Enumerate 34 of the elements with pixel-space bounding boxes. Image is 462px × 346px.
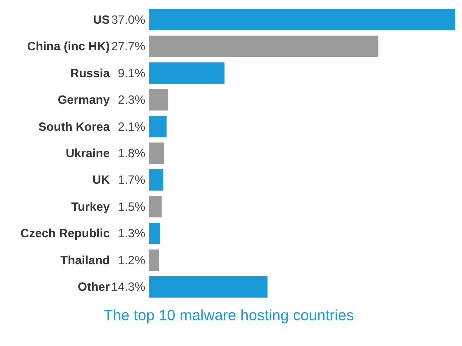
y-tick-label: Czech Republic — [20, 226, 110, 241]
y-tick-label: South Korea — [38, 120, 110, 134]
bar — [150, 9, 456, 31]
y-tick-label: China (inc HK) — [27, 40, 110, 54]
data-label: 1.2% — [118, 253, 146, 268]
data-label: 2.1% — [118, 120, 146, 134]
data-label: 14.3% — [111, 280, 146, 294]
data-label: 37.0% — [111, 12, 146, 27]
data-label: 9.1% — [118, 66, 146, 80]
y-tick-label: Germany — [58, 93, 110, 108]
y-tick-label: US — [93, 12, 110, 27]
data-label: 2.3% — [118, 93, 146, 108]
bar — [150, 62, 225, 84]
data-label: 1.5% — [118, 200, 146, 214]
text: The top 10 malware hosting countries — [104, 308, 354, 324]
data-label: 1.3% — [118, 226, 146, 241]
bar — [150, 116, 167, 138]
bar — [150, 170, 164, 191]
bar — [150, 142, 164, 164]
y-tick-label: Russia — [70, 66, 110, 80]
y-tick-label: Thailand — [60, 253, 110, 268]
y-tick-label: UK — [92, 173, 110, 188]
bar — [150, 250, 160, 272]
bar — [150, 222, 160, 244]
y-tick-label: Other — [78, 280, 110, 294]
y-tick-label: Turkey — [72, 200, 110, 214]
data-label: 27.7% — [111, 40, 146, 54]
bar — [150, 276, 268, 298]
y-tick-label: Ukraine — [66, 146, 110, 160]
data-label: 1.8% — [118, 146, 146, 160]
bar — [150, 89, 169, 111]
data-label: 1.7% — [118, 173, 146, 188]
bar — [150, 36, 379, 58]
bar — [150, 196, 162, 218]
